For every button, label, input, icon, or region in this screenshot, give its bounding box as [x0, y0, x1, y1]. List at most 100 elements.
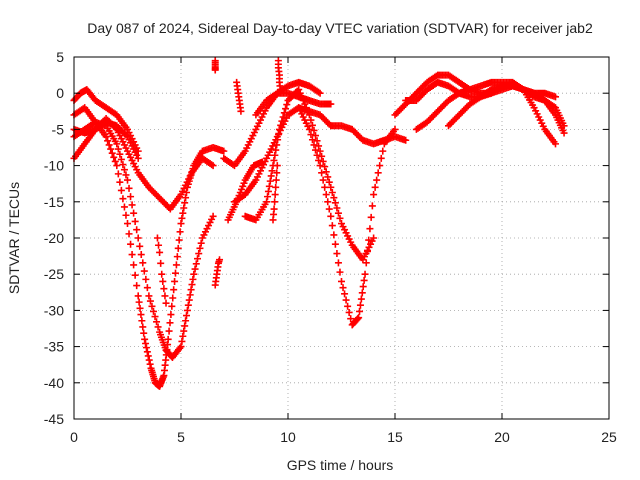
track-7-point [312, 132, 320, 140]
track-1-point [142, 344, 150, 352]
track-2-point [122, 171, 130, 179]
track-2-point [139, 259, 147, 267]
y-tick-label: -30 [44, 302, 64, 318]
track-2-point [137, 251, 145, 259]
track-6-point [360, 276, 368, 284]
track-6-point [356, 301, 364, 309]
track-1-point [167, 311, 175, 319]
track-2-point [119, 161, 127, 169]
track-1-point [142, 339, 150, 347]
track-6-point [361, 270, 369, 278]
track-2-point [124, 176, 131, 184]
track-1-point [140, 329, 148, 337]
track-2-point [183, 312, 191, 320]
spike-6-point [273, 162, 281, 170]
track-7-point [264, 187, 272, 195]
track-6-point [341, 290, 349, 298]
track-6-point [371, 183, 379, 191]
track-1-point [175, 236, 183, 244]
track-2-point [131, 217, 139, 225]
track-7-point [333, 204, 341, 212]
track-1-point [143, 348, 151, 356]
track-6-point [305, 125, 313, 133]
track-5-point [316, 89, 324, 97]
track-7-point [272, 146, 280, 154]
track-6-point [312, 146, 320, 154]
track-7-point [283, 101, 291, 109]
track-6-point [356, 307, 364, 315]
track-2-point [191, 265, 199, 273]
spike-5-point [156, 248, 164, 256]
track-7-point [310, 126, 318, 134]
track-2-point [182, 317, 190, 325]
track-2-point [113, 140, 121, 148]
spike-5-point [157, 259, 165, 267]
x-tick-label: 10 [280, 429, 296, 445]
track-1-point [220, 147, 228, 155]
track-7-point [313, 137, 321, 145]
y-tick-label: -5 [52, 121, 65, 137]
track-1-point [125, 230, 133, 238]
chart-title: Day 087 of 2024, Sidereal Day-to-day VTE… [87, 20, 593, 36]
track-2-point [194, 255, 202, 263]
track-7-point [273, 141, 281, 149]
track-1-point [138, 317, 146, 325]
track-6-point [359, 283, 367, 291]
track-2-point [116, 150, 124, 158]
y-tick-label: -25 [44, 266, 64, 282]
track-1-point [176, 228, 184, 236]
spike-6-point [272, 183, 280, 191]
track-7-point [330, 194, 338, 202]
track-7-point [275, 131, 283, 139]
track-8-point [402, 136, 410, 144]
track-1-point [119, 195, 127, 203]
track-1-point [183, 188, 191, 196]
track-2-point [145, 292, 153, 300]
track-6-point [308, 136, 316, 144]
spike-5-point [158, 270, 166, 278]
track-14-point [258, 158, 266, 166]
track-1-point [174, 244, 182, 252]
track-7-point [277, 121, 285, 129]
track-2-point [179, 332, 187, 340]
track-7-point [336, 214, 344, 222]
track-7-point [275, 125, 283, 133]
track-1-point [130, 261, 138, 269]
spike-4-point [216, 256, 224, 264]
track-2-point [185, 296, 193, 304]
track-1-point [179, 209, 187, 217]
track-6-point [336, 268, 344, 276]
track-1-point [146, 360, 154, 368]
track-2-point [196, 244, 204, 252]
track-7-point [266, 177, 274, 185]
track-1-point [117, 186, 125, 194]
track-7-point [264, 193, 272, 201]
track-1-point [141, 335, 149, 343]
track-6-point [316, 162, 324, 170]
track-1-point [182, 194, 190, 202]
track-2-point [125, 184, 133, 192]
track-6-point [321, 183, 329, 191]
track-2-point [189, 275, 197, 283]
spike-6-point [271, 191, 279, 199]
track-6-point [344, 302, 352, 310]
track-6-point [334, 259, 342, 267]
spike-1-point [211, 66, 219, 74]
track-7-point [278, 117, 286, 125]
track-7-point [279, 113, 287, 121]
track-1-point [166, 319, 174, 327]
track-7-point [280, 109, 288, 117]
track-7-point [321, 163, 329, 171]
track-2-point [197, 239, 205, 247]
track-6-point [347, 315, 355, 323]
track-1-point [107, 145, 115, 153]
track-2-point [195, 250, 203, 258]
track-6-point [376, 162, 384, 170]
track-2-point [192, 260, 200, 268]
y-tick-label: -35 [44, 339, 64, 355]
track-6-point [328, 222, 336, 230]
track-6-point [377, 154, 385, 162]
spike-5-point [162, 299, 170, 307]
